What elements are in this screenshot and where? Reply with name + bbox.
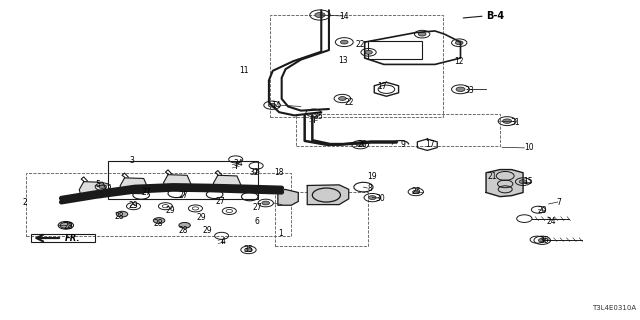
Polygon shape — [164, 175, 191, 191]
Circle shape — [99, 185, 107, 189]
Text: 28: 28 — [115, 212, 124, 221]
Text: 10: 10 — [524, 143, 534, 152]
Text: 27: 27 — [141, 188, 151, 197]
Circle shape — [268, 103, 276, 107]
Text: 35: 35 — [243, 245, 253, 254]
Text: 11: 11 — [239, 66, 248, 75]
Bar — [275, 192, 368, 246]
Circle shape — [356, 143, 364, 147]
Text: 19: 19 — [367, 172, 377, 181]
Text: 34: 34 — [233, 159, 243, 168]
Text: 9: 9 — [401, 140, 405, 149]
Text: 22: 22 — [355, 40, 365, 49]
Text: 24: 24 — [546, 217, 556, 226]
Circle shape — [538, 238, 546, 242]
Circle shape — [502, 119, 511, 123]
Text: 20: 20 — [537, 206, 547, 215]
Text: 29: 29 — [129, 201, 138, 210]
Text: 29: 29 — [202, 226, 212, 235]
Bar — [108, 161, 258, 199]
Polygon shape — [213, 175, 241, 191]
Circle shape — [179, 222, 190, 228]
Circle shape — [60, 222, 72, 228]
Text: 1: 1 — [278, 229, 283, 238]
Bar — [296, 114, 500, 146]
Text: 29: 29 — [196, 213, 205, 222]
Circle shape — [413, 190, 419, 194]
Polygon shape — [486, 170, 523, 197]
Polygon shape — [120, 178, 148, 194]
Bar — [31, 234, 95, 242]
Text: 25: 25 — [412, 188, 422, 196]
Text: T3L4E0310A: T3L4E0310A — [592, 305, 636, 311]
Text: 21: 21 — [487, 172, 497, 181]
Circle shape — [419, 32, 426, 36]
Text: 15: 15 — [523, 177, 532, 186]
Circle shape — [365, 50, 372, 54]
Text: 28: 28 — [178, 226, 188, 235]
Circle shape — [456, 41, 463, 45]
Text: 29: 29 — [166, 206, 175, 215]
Text: 7: 7 — [556, 197, 561, 206]
Circle shape — [116, 211, 128, 217]
Text: 30: 30 — [375, 194, 385, 203]
Polygon shape — [278, 189, 298, 205]
Circle shape — [154, 218, 165, 223]
Text: 28: 28 — [63, 222, 73, 231]
Text: 6: 6 — [255, 217, 260, 226]
Text: 27: 27 — [178, 190, 188, 200]
Text: 14: 14 — [271, 101, 280, 110]
Text: 17: 17 — [378, 82, 387, 91]
Text: 18: 18 — [274, 168, 284, 177]
Text: 8: 8 — [367, 184, 372, 193]
Text: 33: 33 — [465, 86, 474, 95]
Circle shape — [262, 201, 269, 205]
Text: 3: 3 — [130, 156, 134, 165]
Text: 13: 13 — [338, 56, 348, 65]
Bar — [26, 173, 291, 236]
Polygon shape — [79, 182, 107, 197]
Text: 22: 22 — [345, 98, 355, 107]
Circle shape — [339, 97, 346, 100]
Polygon shape — [307, 185, 349, 204]
Text: 14: 14 — [339, 12, 349, 21]
Circle shape — [340, 40, 348, 44]
Circle shape — [519, 180, 527, 184]
Text: B-4: B-4 — [486, 11, 504, 21]
Text: 31: 31 — [510, 118, 520, 127]
Circle shape — [315, 12, 325, 18]
Text: 27: 27 — [215, 197, 225, 206]
Text: 17: 17 — [425, 140, 435, 149]
Text: 2: 2 — [22, 197, 27, 206]
Text: 12: 12 — [454, 57, 463, 66]
Text: FR.: FR. — [65, 234, 80, 243]
Text: 26: 26 — [357, 140, 367, 149]
Bar — [368, 41, 422, 59]
Text: 35: 35 — [314, 112, 323, 121]
Text: 35: 35 — [540, 236, 549, 245]
Bar — [270, 15, 443, 117]
Circle shape — [456, 87, 465, 92]
Text: 32: 32 — [250, 168, 259, 177]
Circle shape — [369, 196, 376, 199]
Text: 5: 5 — [95, 180, 100, 189]
Circle shape — [244, 248, 252, 252]
Text: 4: 4 — [220, 237, 225, 246]
Text: 27: 27 — [252, 203, 262, 212]
Text: 28: 28 — [154, 219, 163, 228]
